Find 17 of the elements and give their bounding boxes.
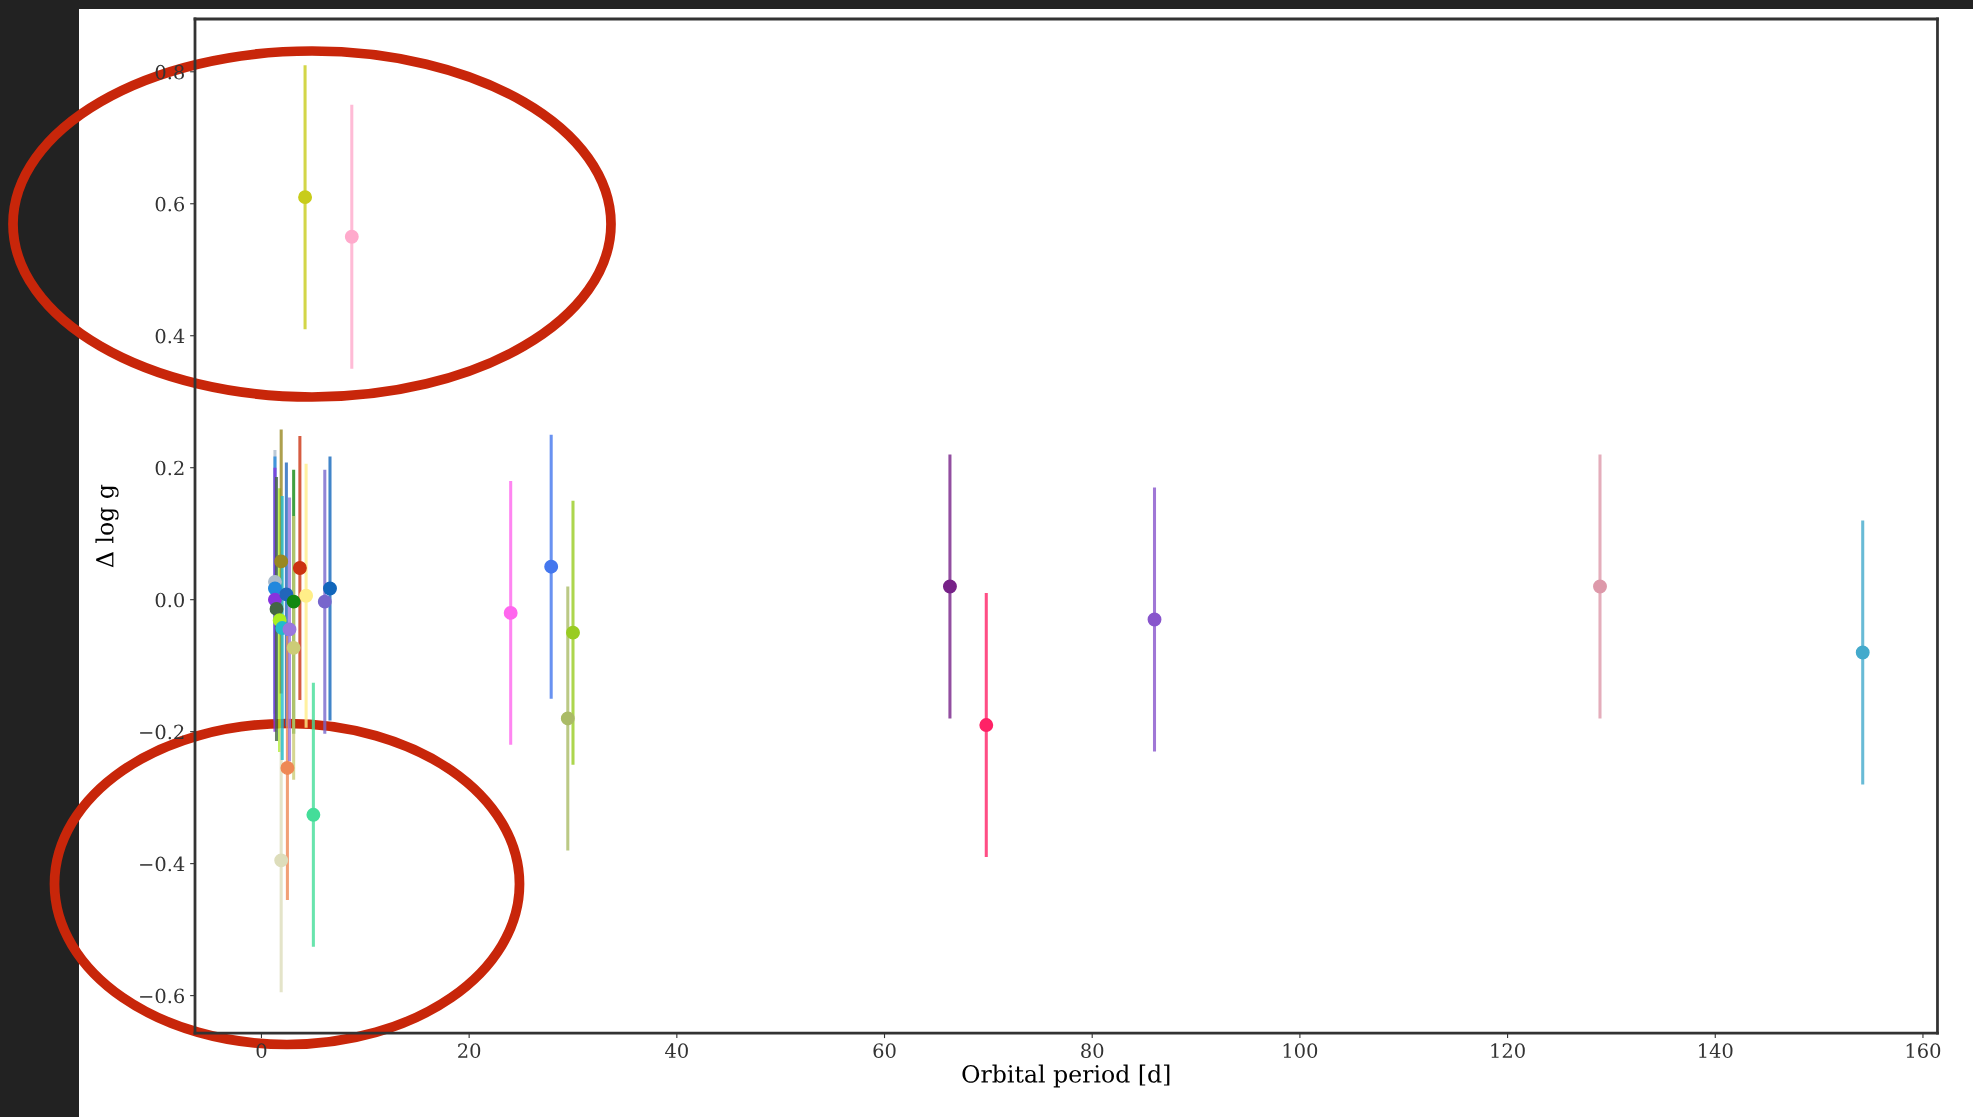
y-axis-title: Δ log g	[95, 484, 119, 568]
x-axis-title: Orbital period [d]	[962, 1064, 1170, 1088]
x-tick-label: 60	[873, 1043, 896, 1058]
x-tick-label: 140	[1699, 1043, 1733, 1058]
y-tick-label: 0.2	[155, 460, 184, 476]
y-tick-label: −0.2	[140, 724, 184, 740]
y-tick-label: 0.4	[155, 328, 185, 344]
y-tick-label: 0.0	[155, 592, 184, 608]
x-tick-label: 40	[665, 1043, 688, 1058]
x-tick-label: 120	[1491, 1043, 1525, 1058]
y-tick-label: 0.6	[155, 196, 185, 212]
x-tick-label: 80	[1081, 1043, 1104, 1058]
y-tick-label: −0.6	[140, 988, 185, 1004]
x-tick-label: 160	[1906, 1043, 1941, 1058]
x-tick-label: 100	[1283, 1043, 1318, 1058]
y-tick-label: −0.4	[140, 856, 185, 872]
x-tick-label: 20	[458, 1043, 481, 1058]
